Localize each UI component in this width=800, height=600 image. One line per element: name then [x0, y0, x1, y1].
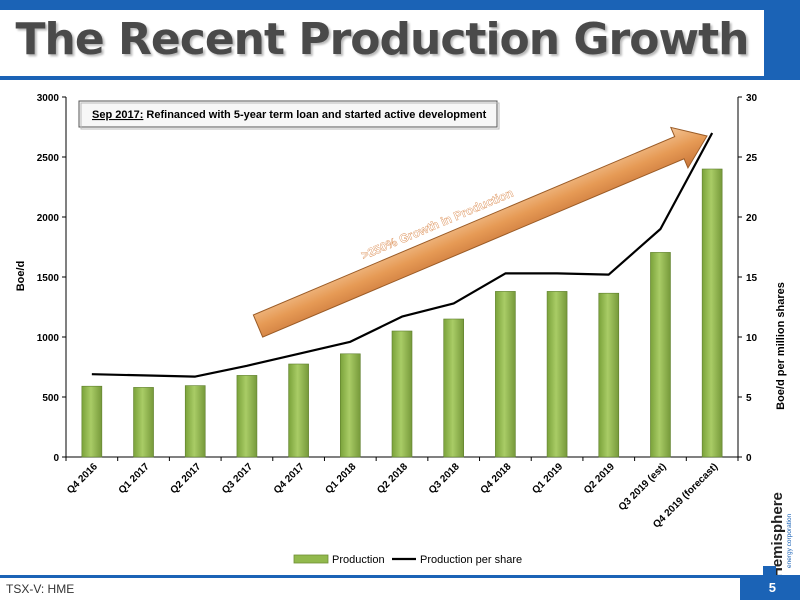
chart-legend: Production Production per share — [293, 554, 522, 566]
y-axis-right-label: Boe/d per million shares — [775, 282, 787, 410]
bar-production — [133, 387, 154, 458]
footer-ticker: TSX-V: HME — [6, 582, 75, 596]
x-tick-label: Q2 2018 — [375, 461, 410, 496]
y-tick-label: 0 — [53, 453, 59, 464]
bar-production — [650, 252, 671, 458]
y-tick-label: 1000 — [37, 333, 60, 344]
svg-text:Sep 2017: Refinanced with 5-ye: Sep 2017: Refinanced with 5-year term lo… — [92, 109, 487, 121]
y2-tick-label: 20 — [746, 213, 758, 224]
callout-date: Sep 2017: — [92, 109, 143, 121]
bar-production — [340, 353, 361, 458]
footer: TSX-V: HME 5 — [0, 575, 800, 600]
annotation-callout: Sep 2017: Refinanced with 5-year term lo… — [78, 100, 500, 130]
y-tick-label: 2500 — [37, 153, 60, 164]
legend-label-production: Production — [332, 554, 385, 566]
bar-series-production — [81, 168, 723, 458]
y-tick-label: 500 — [42, 393, 59, 404]
x-tick-label: Q3 2018 — [427, 461, 462, 496]
bar-production — [598, 292, 620, 458]
x-tick-label: Q3 2017 — [220, 461, 255, 496]
x-tick-label: Q4 2018 — [479, 461, 514, 496]
y-tick-label: 2000 — [37, 213, 60, 224]
top-accent-bar — [0, 0, 800, 10]
bar-production — [701, 168, 723, 458]
bar-production — [81, 385, 103, 458]
bar-production — [236, 375, 258, 458]
x-tick-label: Q2 2017 — [168, 461, 203, 496]
growth-arrow-shape — [252, 126, 708, 338]
x-tick-label: Q1 2018 — [324, 461, 359, 496]
y2-tick-label: 30 — [746, 93, 758, 104]
x-tick-label: Q4 2016 — [65, 461, 100, 496]
bar-production — [184, 385, 206, 458]
legend-label-per-share: Production per share — [420, 554, 522, 566]
legend-swatch-production — [293, 554, 329, 564]
title-rule — [0, 76, 800, 80]
growth-arrow: >250% Growth in Production — [252, 126, 708, 338]
company-logo: Hemisphere energy corporation — [760, 470, 796, 580]
line-production-per-share — [91, 132, 714, 378]
y-tick-label: 3000 — [37, 93, 60, 104]
line-series-production-per-share — [91, 132, 714, 378]
callout-text: Refinanced with 5-year term loan and sta… — [143, 109, 486, 121]
y2-tick-label: 25 — [746, 153, 758, 164]
page-number: 5 — [740, 575, 800, 600]
bar-production — [391, 330, 413, 458]
x-tick-label: Q1 2017 — [117, 461, 152, 496]
y-tick-label: 1500 — [37, 273, 60, 284]
x-tick-label: Q2 2019 — [582, 461, 617, 496]
footer-strip: TSX-V: HME — [0, 575, 740, 600]
bar-production — [443, 318, 464, 458]
x-tick-label: Q1 2019 — [530, 461, 565, 496]
corner-accent-block — [764, 0, 800, 76]
y-axis-left-label: Boe/d — [15, 261, 27, 292]
bar-production — [495, 291, 516, 458]
y2-tick-label: 5 — [746, 393, 752, 404]
production-chart: >250% Growth in Production 0 500 1000 1500 2… — [15, 93, 787, 566]
x-tick-label: Q4 2017 — [272, 461, 307, 496]
svg-text:energy corporation: energy corporation — [786, 513, 793, 568]
svg-text:Hemisphere: Hemisphere — [769, 492, 786, 578]
y2-tick-label: 0 — [746, 453, 752, 464]
bar-production — [546, 291, 568, 458]
x-tick-label: Q3 2019 (est) — [617, 461, 669, 513]
slide-title: The Recent Production Growth — [15, 14, 750, 65]
bar-production — [288, 363, 309, 458]
y2-tick-label: 10 — [746, 333, 758, 344]
y2-tick-label: 15 — [746, 273, 758, 284]
